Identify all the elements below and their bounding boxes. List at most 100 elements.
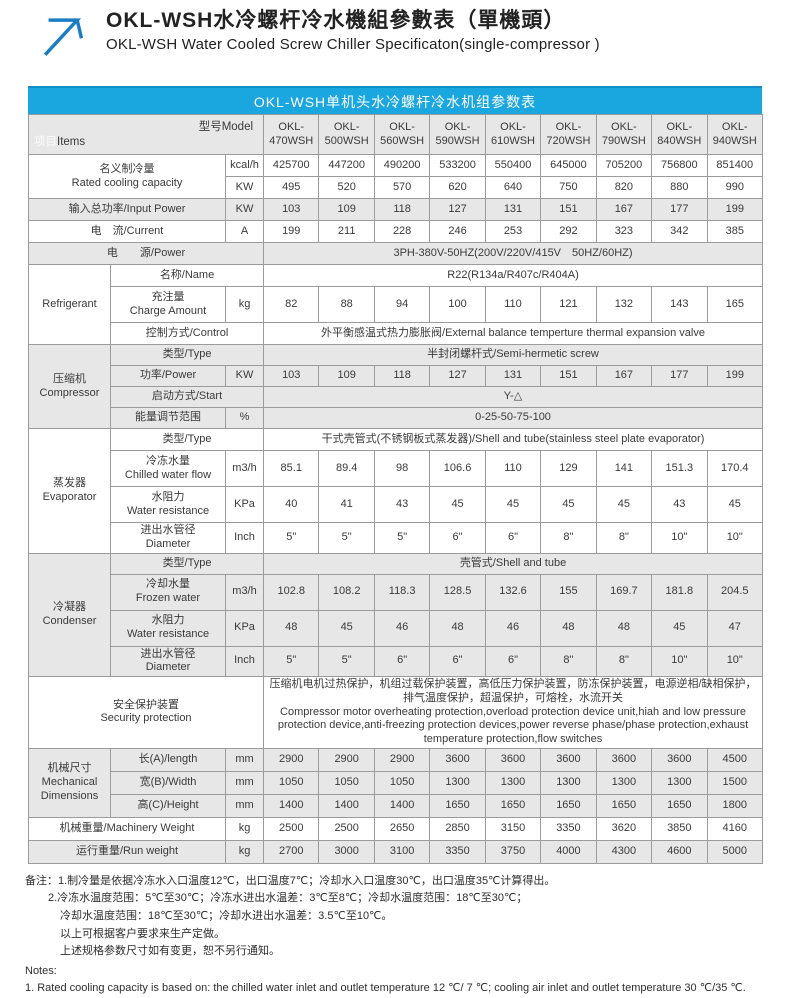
merged-value-cell: 3PH-380V-50HZ(200V/220V/415V 50HZ/60HZ) <box>263 242 763 265</box>
value-cell: 48 <box>540 609 597 647</box>
value-cell: 490200 <box>373 154 431 177</box>
row-label-cell: 高(C)/Height <box>110 793 226 818</box>
merged-value-cell: 外平衡感温式热力膨胀阀/External balance temperture … <box>263 322 763 345</box>
model-header-cell: OKL- 470WSH <box>263 114 320 155</box>
unit-cell: KPa <box>224 609 265 647</box>
value-cell: 4160 <box>706 816 764 841</box>
value-cell: 10" <box>706 522 764 554</box>
table-row: 电 源/Power 3PH-380V-50HZ(200V/220V/415V 50… <box>27 242 763 265</box>
unit-cell: % <box>224 407 265 429</box>
value-cell: 4000 <box>540 839 597 864</box>
table-row: 进出水管径 Diameter Inch 5" 5" 5" 6" 6" 8" 8" 10" 10" <box>29 522 764 554</box>
value-cell: 851400 <box>706 154 764 177</box>
merged-value-cell: 0-25-50-75-100 <box>263 407 763 429</box>
table-row: 冷凝器 Condenser 类型/Type 壳管式/Shell and tube <box>28 552 763 677</box>
table-row: 功率/Power KW 103 109 118 127 131 151 167 177 199 <box>29 365 764 387</box>
table-row: 启动方式/Start Y-△ <box>29 386 763 408</box>
value-cell: 820 <box>595 176 653 199</box>
value-cell: 550400 <box>484 154 542 177</box>
value-cell: 3000 <box>318 839 375 864</box>
value-cell: 990 <box>706 176 764 199</box>
unit-cell: Inch <box>224 522 265 554</box>
model-header-cell: OKL- 940WSH <box>706 114 764 155</box>
value-cell: 98 <box>373 450 431 487</box>
table-row: KW 495 520 570 620 640 750 820 880 990 <box>29 176 764 199</box>
value-cell: 3150 <box>484 816 542 841</box>
value-cell: 2500 <box>318 816 375 841</box>
value-cell: 100 <box>429 286 486 323</box>
value-cell: 94 <box>373 286 431 323</box>
table-row: 控制方式/Control 外平衡感温式热力膨胀阀/External balance… <box>29 322 763 345</box>
group-label-cell: 机械尺寸 Mechanical Dimensions <box>28 747 111 818</box>
unit-cell: A <box>224 220 265 243</box>
page-title-zh: OKL-WSH水冷螺杆冷水機組參數表（單機頭） <box>106 9 566 32</box>
model-header-cell: OKL- 500WSH <box>318 114 375 155</box>
value-cell: 82 <box>263 286 320 323</box>
value-cell: 10" <box>651 645 708 677</box>
group-label-cell: Refrigerant <box>28 264 111 345</box>
row-label-cell: 类型/Type <box>109 428 265 451</box>
value-cell: 109 <box>318 365 375 387</box>
note-line-zh: 备注：1.制冷量是依据冷冻水入口温度12℃，出口温度7℃；冷却水入口温度30℃，… <box>25 874 556 887</box>
value-cell: 88 <box>318 286 375 323</box>
value-cell: 45 <box>706 486 764 523</box>
value-cell: 1400 <box>263 793 320 818</box>
value-cell: 151.3 <box>651 450 708 487</box>
value-cell: 292 <box>540 220 597 243</box>
value-cell: 8" <box>595 522 653 554</box>
value-cell: 118.3 <box>373 573 431 611</box>
value-cell: 1300 <box>540 770 597 795</box>
model-header-cell: OKL- 590WSH <box>429 114 486 155</box>
value-cell: 132 <box>595 286 653 323</box>
value-cell: 6" <box>484 645 542 677</box>
row-label-cell: 进出水管径 Diameter <box>110 645 226 677</box>
value-cell: 3600 <box>595 747 653 772</box>
unit-cell: mm <box>224 770 265 795</box>
value-cell: 645000 <box>540 154 597 177</box>
table-row: 水阻力 Water resistance KPa 40 41 43 45 45 45 45 43 45 <box>29 486 764 523</box>
unit-cell: kg <box>224 839 265 864</box>
value-cell: 8" <box>540 645 597 677</box>
value-cell: 167 <box>595 365 653 387</box>
row-label-cell: 冷却水量 Frozen water <box>110 573 226 611</box>
value-cell: 127 <box>429 365 486 387</box>
note-line-zh: 上述规格参数尺寸如有变更，恕不另行通知。 <box>60 945 280 958</box>
model-header-cell: OKL- 720WSH <box>540 114 597 155</box>
value-cell: 118 <box>373 365 431 387</box>
unit-cell: mm <box>224 793 265 818</box>
value-cell: 48 <box>595 609 653 647</box>
note-line-zh: 冷却水温度范围：18℃至30℃；冷却水进出水温差：3.5℃至10℃。 <box>60 909 393 922</box>
value-cell: 2900 <box>373 747 431 772</box>
unit-cell: m3/h <box>224 573 265 611</box>
value-cell: 1300 <box>651 770 708 795</box>
value-cell: 199 <box>706 365 764 387</box>
value-cell: 640 <box>484 176 542 199</box>
value-cell: 2900 <box>263 747 320 772</box>
unit-cell: kg <box>224 816 265 841</box>
value-cell: 5000 <box>706 839 764 864</box>
value-cell: 5" <box>263 522 320 554</box>
model-header-cell: OKL- 560WSH <box>373 114 431 155</box>
value-cell: 103 <box>263 198 320 221</box>
table-banner-title: OKL-WSH单机头水冷螺杆冷水机组参数表 <box>28 86 762 114</box>
value-cell: 170.4 <box>706 450 764 487</box>
row-label-cell: 进出水管径 Diameter <box>110 522 226 554</box>
value-cell: 127 <box>429 198 486 221</box>
row-label-cell: 电 源/Power <box>27 242 265 265</box>
group-label-cell: 冷凝器 Condenser <box>28 552 111 677</box>
row-label-cell: 充注量 Charge Amount <box>110 286 226 323</box>
value-cell: 1650 <box>651 793 708 818</box>
value-cell: 151 <box>540 198 597 221</box>
value-cell: 1400 <box>318 793 375 818</box>
table-row: 压缩机 Compressor 类型/Type 半封闭螺杆式/Semi-hermetic… <box>28 344 763 429</box>
value-cell: 181.8 <box>651 573 708 611</box>
merged-value-cell: R22(R134a/R407c/R404A) <box>263 264 763 287</box>
row-label-cell: 冷冻水量 Chilled water flow <box>110 450 226 487</box>
row-label-cell: 启动方式/Start <box>109 386 265 408</box>
value-cell: 447200 <box>318 154 375 177</box>
value-cell: 45 <box>540 486 597 523</box>
value-cell: 109 <box>318 198 375 221</box>
value-cell: 129 <box>540 450 597 487</box>
value-cell: 5" <box>318 522 375 554</box>
value-cell: 2650 <box>373 816 431 841</box>
